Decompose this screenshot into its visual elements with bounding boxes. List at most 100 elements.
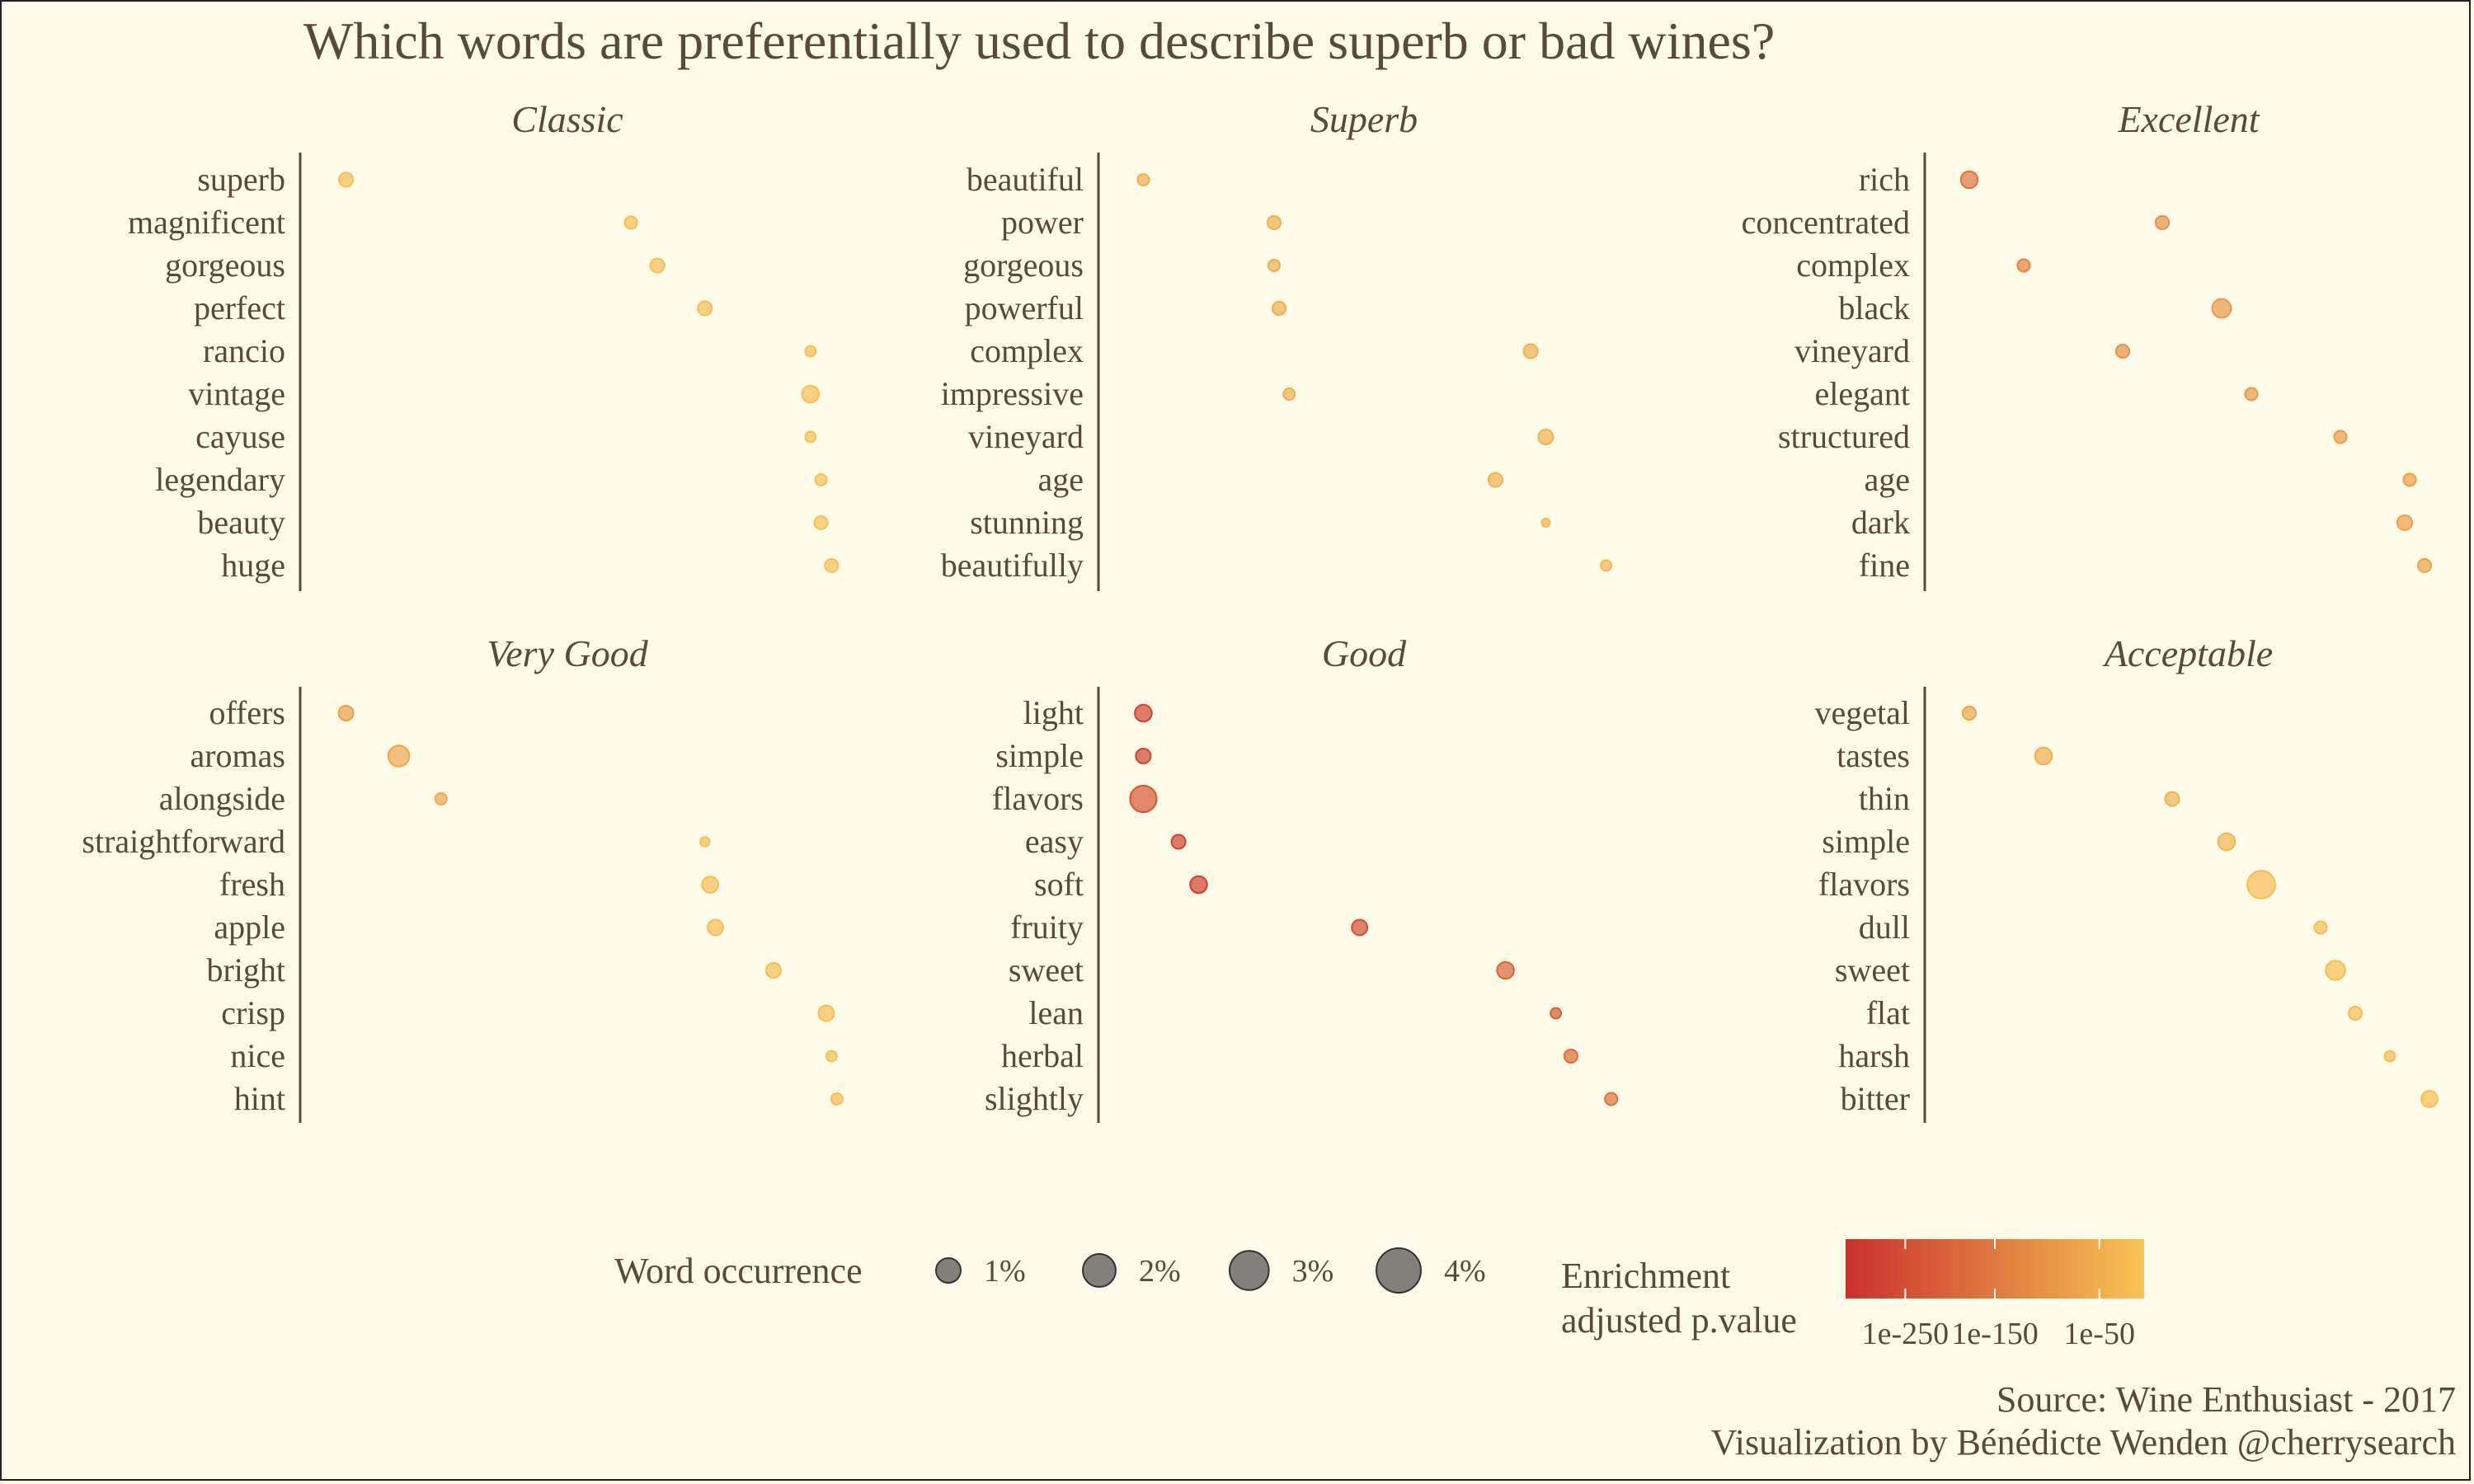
word-point	[1550, 1007, 1562, 1020]
color-legend-title: Enrichment	[1561, 1256, 1730, 1296]
word-point	[1189, 875, 1208, 895]
word-label: complex	[1796, 247, 1910, 284]
word-point	[649, 257, 666, 274]
panel-good: Good light simple flavors easy soft fruity swee…	[985, 632, 1619, 1123]
word-point	[1129, 784, 1158, 814]
word-label: bright	[206, 951, 285, 989]
word-label: alongside	[159, 780, 285, 817]
word-label: lean	[1028, 994, 1084, 1031]
size-legend-key	[1376, 1247, 1422, 1294]
word-label: beautifully	[941, 547, 1084, 584]
word-point	[337, 705, 355, 721]
legend: Word occurrence 1% 2% 3% 4% Enrichmentadjuste…	[614, 1239, 2144, 1351]
word-label: straightforward	[82, 823, 285, 860]
word-point	[1170, 834, 1187, 850]
word-point	[2383, 1050, 2396, 1063]
word-point	[707, 918, 725, 937]
word-label: complex	[970, 332, 1084, 369]
word-point	[1136, 173, 1150, 186]
word-point	[1134, 703, 1153, 723]
word-point	[701, 876, 720, 894]
word-point	[817, 1004, 835, 1022]
word-label: superb	[197, 161, 285, 198]
source-credit: Source: Wine Enthusiast - 2017 Visualiza…	[1711, 1378, 2456, 1464]
word-label: beautiful	[967, 161, 1084, 198]
word-label: structured	[1778, 418, 1910, 455]
color-bar-label: 1e-50	[2063, 1317, 2135, 1351]
word-point	[804, 345, 817, 358]
author-line: Visualization by Bénédicte Wenden @cherr…	[1710, 1422, 2456, 1463]
word-label: hint	[234, 1080, 285, 1117]
word-label: age	[1864, 461, 1910, 498]
word-label: simple	[1822, 823, 1910, 860]
color-legend-subtitle: adjusted p.value	[1561, 1300, 1797, 1341]
word-label: black	[1838, 289, 1910, 326]
word-label: age	[1037, 461, 1084, 498]
word-point	[801, 384, 821, 404]
word-point	[1272, 300, 1287, 317]
word-label: legendary	[155, 461, 285, 498]
word-label: flat	[1866, 994, 1910, 1031]
word-point	[2246, 870, 2276, 899]
size-legend-title: Word occurrence	[614, 1251, 863, 1291]
word-point	[434, 792, 448, 805]
word-label: powerful	[965, 289, 1084, 326]
word-point	[697, 300, 713, 317]
panel-excellent: Excellent rich concentrated complex black vin…	[1742, 98, 2433, 591]
word-point	[1600, 559, 1612, 572]
word-point	[2244, 387, 2259, 402]
word-point	[1268, 259, 1281, 272]
word-label: elegant	[1815, 375, 1911, 412]
word-label: cayuse	[195, 418, 285, 455]
word-label: dull	[1859, 909, 1910, 946]
word-label: impressive	[941, 375, 1084, 412]
word-label: gorgeous	[165, 247, 285, 284]
word-point	[1537, 429, 1554, 445]
word-label: fine	[1859, 547, 1910, 584]
page-title: Which words are preferentially used to d…	[303, 12, 1776, 70]
size-legend-label: 3%	[1292, 1254, 1334, 1289]
word-label: herbal	[1001, 1037, 1084, 1074]
word-label: flavors	[1818, 866, 1910, 903]
word-point	[2396, 514, 2413, 531]
panel-acceptable: Acceptable vegetal tastes thin simple flavors…	[1815, 632, 2439, 1123]
word-label: thin	[1859, 780, 1910, 817]
word-point	[699, 836, 711, 848]
word-label: vineyard	[1794, 332, 1910, 369]
panel-title: Acceptable	[2102, 632, 2273, 674]
panel-classic: Classic superb magnificent gorgeous perfect r…	[128, 98, 840, 591]
word-point	[825, 1050, 838, 1063]
word-label: vineyard	[968, 418, 1084, 455]
word-point	[830, 1092, 844, 1106]
color-bar-label: 1e-250	[1862, 1317, 1950, 1351]
word-point	[1961, 705, 1978, 721]
word-label: easy	[1025, 823, 1084, 860]
source-line: Source: Wine Enthusiast - 2017	[1996, 1379, 2456, 1420]
size-legend-label: 1%	[984, 1254, 1026, 1289]
panel-title: Good	[1322, 632, 1407, 674]
color-bar-label: 1e-150	[1951, 1317, 2039, 1351]
word-point	[2016, 258, 2031, 273]
word-point	[1540, 518, 1551, 528]
size-legend-label: 2%	[1139, 1254, 1181, 1289]
word-point	[2217, 832, 2236, 852]
word-label: vegetal	[1815, 694, 1911, 731]
word-label: fresh	[219, 866, 285, 903]
word-point	[1282, 387, 1296, 401]
word-label: simple	[995, 737, 1084, 774]
word-point	[2402, 472, 2417, 487]
word-label: slightly	[985, 1080, 1084, 1117]
size-legend-key	[935, 1257, 962, 1284]
word-point	[1487, 472, 1503, 488]
word-label: harsh	[1838, 1037, 1910, 1074]
word-point	[2416, 557, 2433, 574]
word-point	[1522, 343, 1539, 359]
word-label: sweet	[1009, 951, 1084, 989]
word-label: aromas	[190, 737, 285, 774]
panel-title: Very Good	[487, 632, 648, 674]
word-label: sweet	[1835, 951, 1910, 989]
word-label: soft	[1034, 866, 1084, 903]
word-point	[765, 962, 782, 979]
